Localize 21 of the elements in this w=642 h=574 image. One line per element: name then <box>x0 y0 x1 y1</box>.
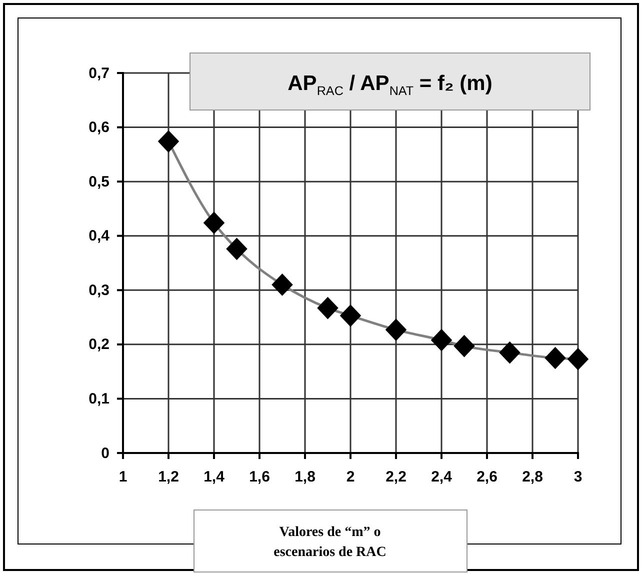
x-tick-label: 1,6 <box>249 468 270 486</box>
x-tick-label: 3 <box>574 468 582 486</box>
y-tick-label: 0,6 <box>88 119 110 136</box>
x-axis-title: Valores de “m” o escenarios de RAC <box>274 525 386 560</box>
x-tick-label: 1 <box>118 468 128 486</box>
x-tick-label: 1,4 <box>204 468 226 486</box>
y-tick-label: 0,4 <box>88 228 110 245</box>
x-tick-label: 1,8 <box>294 468 316 486</box>
x-tick-label: 2,2 <box>386 468 406 486</box>
y-tick-label: 0,7 <box>88 64 110 82</box>
y-tick-label: 0,3 <box>88 282 110 299</box>
x-tick-label: 2,8 <box>522 468 543 486</box>
x-tick-label: 2,4 <box>431 468 453 486</box>
y-tick-label: 0,5 <box>88 173 110 190</box>
chart-title: AP$_{RAC}$ / AP$_{NAT}$ = f₂ (m) <box>288 72 492 98</box>
y-tick-label: 0,1 <box>88 390 110 408</box>
x-tick-label: 2,6 <box>476 468 498 486</box>
y-tick-label: 0,2 <box>88 336 110 354</box>
x-tick-label: 1,2 <box>158 468 179 486</box>
y-tick-label: 0 <box>101 444 110 462</box>
x-tick-label: 2 <box>346 468 355 486</box>
